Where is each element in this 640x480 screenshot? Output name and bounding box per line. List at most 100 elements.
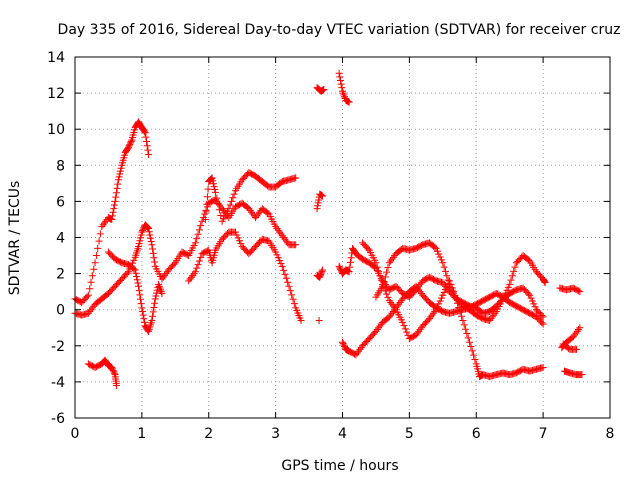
y-tick-label: 6 <box>56 194 65 210</box>
y-tick-label: -4 <box>51 375 65 391</box>
series-track-a <box>71 118 153 306</box>
data-point <box>539 363 547 371</box>
data-point <box>136 237 144 245</box>
data-point <box>432 244 440 252</box>
data-point <box>145 228 153 236</box>
data-point <box>373 263 381 271</box>
data-point <box>339 87 346 95</box>
data-point <box>530 300 538 308</box>
data-point <box>139 308 147 316</box>
data-point <box>276 228 284 236</box>
data-point <box>141 318 149 326</box>
data-point <box>135 282 143 290</box>
data-point <box>539 313 547 321</box>
data-point <box>531 303 539 311</box>
data-point <box>460 321 468 329</box>
y-tick-label: 12 <box>47 86 65 102</box>
series-track-f <box>201 169 300 225</box>
data-point <box>504 283 512 291</box>
data-point <box>395 300 403 308</box>
data-point <box>157 286 165 294</box>
data-point <box>133 272 141 280</box>
data-point <box>433 247 441 255</box>
data-point <box>86 308 94 316</box>
data-point <box>98 223 106 231</box>
data-point <box>340 341 348 349</box>
data-point <box>316 272 324 280</box>
series-track-e <box>185 228 305 325</box>
data-point <box>102 217 110 225</box>
data-point <box>387 257 395 265</box>
data-point <box>191 239 199 247</box>
data-point <box>502 289 510 297</box>
data-point <box>135 243 143 251</box>
data-point <box>459 317 467 325</box>
data-point <box>316 273 324 281</box>
data-point <box>403 328 411 336</box>
data-point <box>436 253 444 261</box>
data-point <box>144 224 152 232</box>
data-point <box>108 212 116 220</box>
data-point <box>99 221 107 229</box>
data-point <box>137 295 145 303</box>
y-tick-label: 14 <box>47 50 65 66</box>
data-point <box>503 286 511 294</box>
series-track-m <box>372 239 549 325</box>
series-track-l <box>359 239 547 380</box>
grid-lines <box>75 57 610 418</box>
data-point <box>201 215 209 223</box>
data-point <box>383 268 391 276</box>
x-tick-label: 8 <box>606 426 615 442</box>
data-point <box>318 192 326 200</box>
data-point <box>211 188 219 196</box>
x-tick-label: 7 <box>539 426 548 442</box>
data-point <box>569 333 577 341</box>
data-point <box>336 73 344 81</box>
data-point <box>92 252 100 260</box>
x-tick-label: 0 <box>71 426 80 442</box>
data-point <box>151 295 159 303</box>
data-point <box>109 366 117 374</box>
data-point <box>110 201 118 209</box>
data-point <box>290 300 298 308</box>
data-point <box>313 205 321 213</box>
data-point <box>376 322 384 330</box>
data-point <box>425 315 433 323</box>
data-point <box>468 347 476 355</box>
data-point <box>125 143 132 151</box>
data-point <box>384 293 392 301</box>
data-point <box>385 259 393 267</box>
data-point <box>187 273 195 281</box>
data-point <box>391 304 399 312</box>
data-point <box>576 288 584 296</box>
data-point <box>387 311 395 319</box>
data-point <box>282 274 290 282</box>
x-tick-label: 3 <box>271 426 280 442</box>
data-point <box>274 226 282 234</box>
data-point <box>214 200 222 208</box>
data-point <box>191 268 199 276</box>
data-point <box>463 330 471 338</box>
data-point <box>297 317 305 325</box>
data-point <box>431 308 439 316</box>
data-point <box>144 146 152 154</box>
data-point <box>446 280 453 288</box>
data-point <box>314 202 322 210</box>
data-point <box>84 309 92 317</box>
data-point <box>524 290 532 298</box>
data-point <box>578 371 586 379</box>
data-point <box>412 331 420 339</box>
data-point <box>277 230 285 238</box>
y-tick-label: -2 <box>51 339 65 355</box>
data-point <box>83 293 91 301</box>
data-point <box>155 280 163 288</box>
data-point <box>213 194 221 202</box>
data-point <box>317 270 325 278</box>
data-point <box>126 140 134 148</box>
data-point <box>385 313 393 321</box>
data-point <box>198 217 206 225</box>
data-point <box>490 311 498 319</box>
data-point <box>412 282 420 290</box>
data-point <box>352 351 360 359</box>
data-point <box>276 257 284 265</box>
